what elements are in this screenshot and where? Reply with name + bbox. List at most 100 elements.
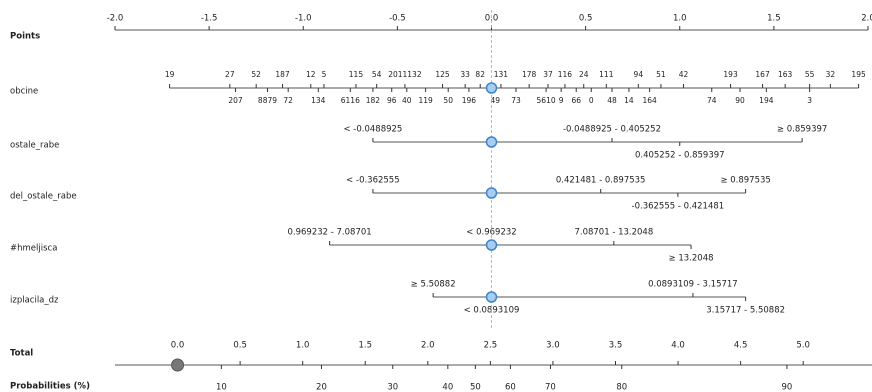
level-label: 51 (656, 70, 666, 79)
level-label: 90 (735, 96, 745, 105)
level-label: 74 (707, 96, 717, 105)
level-label: 163 (778, 70, 793, 79)
x-tick-label: 1.0 (673, 14, 687, 24)
level-label: 178 (522, 70, 537, 79)
level-label: 48 (607, 96, 617, 105)
level-label: 196 (462, 96, 477, 105)
level-label: 55 (805, 70, 815, 79)
x-tick-label: -2.0 (107, 14, 124, 24)
marker (485, 82, 498, 94)
level-label: 131 (494, 70, 509, 79)
level-label: 49 (490, 96, 500, 105)
level-label: 52 (251, 70, 261, 79)
prob-label: 50 (470, 383, 481, 392)
level-label: 19 (165, 70, 175, 79)
level-label: 194 (759, 96, 774, 105)
x-tick-label: 5.0 (796, 341, 810, 351)
x-tick-label: -1.5 (201, 14, 218, 24)
prob-label: 30 (387, 383, 398, 392)
level-label: 0 (589, 96, 594, 105)
level-label: 3 (807, 96, 812, 105)
total-marker (171, 358, 185, 372)
row-label: Probabilities (%) (10, 382, 90, 392)
prob-label: 90 (782, 383, 793, 392)
row-label: obcine (10, 87, 38, 97)
level-label: ≥ 0.859397 (777, 125, 827, 135)
x-tick-label: 2.0 (421, 341, 435, 351)
x-tick-label: 0.0 (171, 341, 185, 351)
x-tick-label: -1.0 (295, 14, 312, 24)
level-label: 6116 (341, 96, 360, 105)
prob-label: 10 (216, 383, 227, 392)
row-label: #hmeljisca (10, 244, 57, 254)
level-label: 12 (306, 70, 316, 79)
level-label: 111 (599, 70, 614, 79)
x-tick-label: 0.5 (579, 14, 593, 24)
level-label: 73 (511, 96, 521, 105)
level-label: 182 (366, 96, 381, 105)
x-tick-label: 4.5 (734, 341, 748, 351)
level-label: 40 (402, 96, 412, 105)
prob-label: 70 (545, 383, 556, 392)
prob-label: 60 (505, 383, 516, 392)
level-label: 14 (624, 96, 634, 105)
prob-label: 80 (616, 383, 627, 392)
level-label: 27 (225, 70, 235, 79)
marker (485, 187, 498, 199)
x-tick-label: 3.0 (546, 341, 560, 351)
marker (485, 136, 498, 148)
level-label: 0.405252 - 0.859397 (635, 151, 725, 161)
marker (485, 239, 498, 251)
x-tick-label: 2.5 (484, 341, 498, 351)
level-label: 82 (475, 70, 485, 79)
row-label: Total (10, 349, 33, 359)
level-label: 0.0893109 - 3.15717 (648, 280, 738, 290)
x-tick-label: 3.5 (609, 341, 623, 351)
level-label: 167 (755, 70, 770, 79)
level-label: 8879 (258, 96, 277, 105)
level-label: ≥ 13.2048 (669, 254, 714, 264)
marker (485, 291, 498, 303)
level-label: 2011132 (388, 70, 422, 79)
level-label: 66 (571, 96, 581, 105)
level-label: 32 (826, 70, 836, 79)
level-label: 125 (435, 70, 450, 79)
level-label: ≥ 0.897535 (720, 176, 770, 186)
level-label: 5610 (537, 96, 556, 105)
x-tick-label: 0.0 (485, 14, 499, 24)
level-label: 50 (443, 96, 453, 105)
level-label: 119 (418, 96, 433, 105)
level-label: 9 (559, 96, 564, 105)
x-tick-label: 2.0 (861, 14, 872, 24)
level-label: 7.08701 - 13.2048 (574, 228, 653, 238)
level-label: 116 (558, 70, 573, 79)
x-tick-label: 4.0 (671, 341, 685, 351)
prob-label: 40 (442, 383, 453, 392)
level-label: 134 (311, 96, 326, 105)
level-label: 115 (349, 70, 364, 79)
level-label: 37 (543, 70, 553, 79)
level-label: 24 (579, 70, 589, 79)
level-label: 164 (642, 96, 657, 105)
level-label: 94 (634, 70, 644, 79)
x-tick-label: 1.5 (767, 14, 781, 24)
row-label: izplacila_dz (10, 296, 59, 306)
row-label: Points (10, 32, 40, 42)
level-label: 42 (679, 70, 689, 79)
level-label: 0.969232 - 7.08701 (288, 228, 372, 238)
x-tick-label: 0.5 (233, 341, 247, 351)
prob-label: 20 (316, 383, 327, 392)
level-label: 96 (387, 96, 397, 105)
row-label: del_ostale_rabe (10, 192, 77, 202)
level-label: -0.362555 - 0.421481 (632, 202, 725, 212)
level-label: 193 (723, 70, 738, 79)
level-label: 207 (228, 96, 243, 105)
level-label: 5 (322, 70, 327, 79)
level-label: 33 (460, 70, 470, 79)
x-tick-label: 1.0 (296, 341, 310, 351)
level-label: ≥ 5.50882 (411, 280, 456, 290)
level-label: 195 (851, 70, 866, 79)
level-label: 72 (283, 96, 293, 105)
level-label: < -0.362555 (346, 176, 399, 186)
